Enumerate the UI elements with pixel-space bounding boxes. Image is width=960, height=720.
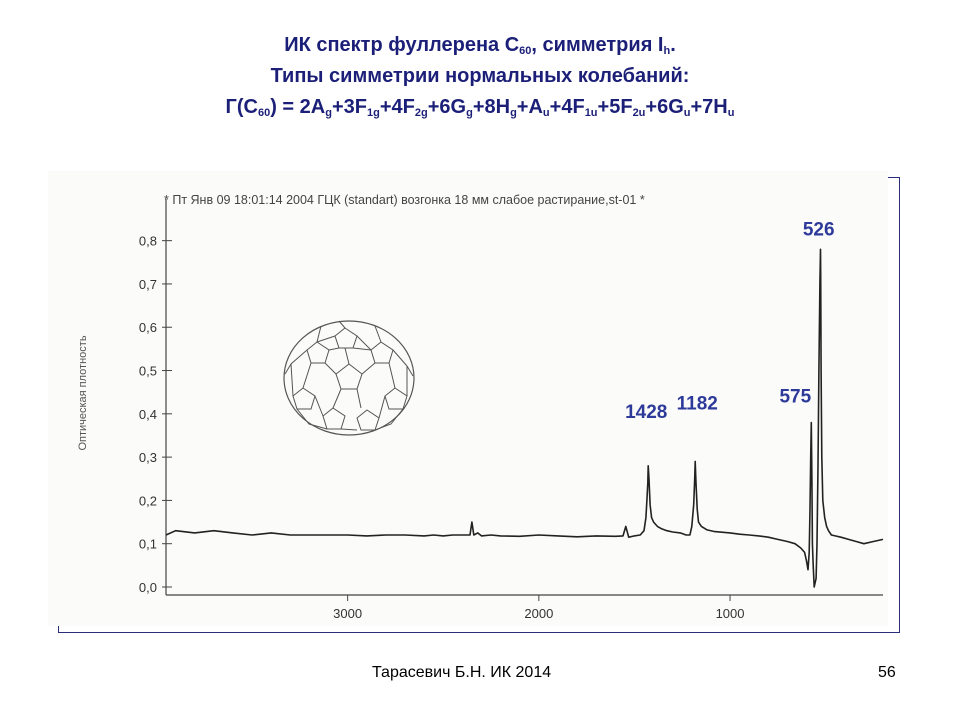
chart-header: * Пт Янв 09 18:01:14 2004 ГЦК (standart)… bbox=[164, 193, 645, 207]
peak-label: 526 bbox=[803, 219, 835, 240]
x-tick-label: 1000 bbox=[716, 606, 745, 621]
y-tick-label: 0,3 bbox=[139, 450, 157, 465]
footer-author: Тарасевич Б.Н. ИК 2014 bbox=[372, 664, 552, 681]
peak-labels: 1428 1182 575 526 bbox=[625, 219, 834, 422]
fullerene-molecule-illustration bbox=[283, 320, 415, 436]
slide-title: ИК спектр фуллерена C60, симметрия Ih. Т… bbox=[0, 30, 960, 123]
y-axis-label: Оптическая плотность bbox=[77, 335, 89, 450]
title-line-2: Типы симметрии нормальных колебаний: bbox=[270, 65, 690, 87]
x-tick-labels: 3000 2000 1000 bbox=[333, 606, 744, 621]
title-line-1: ИК спектр фуллерена C60, симметрия Ih. bbox=[284, 34, 676, 57]
title-line-3: Г(C60) = 2Ag+3F1g+4F2g+6Gg+8Hg+Au+4F1u+5… bbox=[225, 96, 735, 119]
y-tick-label: 0,7 bbox=[139, 277, 157, 292]
y-tick-label: 0,8 bbox=[139, 234, 157, 249]
y-tick-labels: 0,0 0,1 0,2 0,3 0,4 0,5 0,6 0,7 0,8 bbox=[139, 234, 157, 595]
peak-label: 575 bbox=[779, 386, 811, 407]
chart-axes bbox=[162, 199, 883, 601]
y-tick-label: 0,6 bbox=[139, 320, 157, 335]
page-number: 56 bbox=[878, 664, 896, 681]
x-tick-label: 3000 bbox=[333, 606, 362, 621]
chart-header-text: * Пт Янв 09 18:01:14 2004 ГЦК (standart)… bbox=[164, 193, 645, 207]
ir-spectrum-chart: * Пт Янв 09 18:01:14 2004 ГЦК (standart)… bbox=[48, 171, 888, 626]
y-tick-label: 0,1 bbox=[139, 537, 157, 552]
x-tick-label: 2000 bbox=[524, 606, 553, 621]
peak-label: 1182 bbox=[677, 393, 718, 414]
y-tick-label: 0,2 bbox=[139, 493, 157, 508]
scan-background bbox=[48, 171, 888, 626]
y-tick-label: 0,0 bbox=[139, 580, 157, 595]
spectrum-series-line bbox=[165, 248, 884, 588]
peak-label: 1428 bbox=[625, 402, 667, 423]
y-tick-label: 0,4 bbox=[139, 407, 157, 422]
y-tick-label: 0,5 bbox=[139, 364, 157, 379]
